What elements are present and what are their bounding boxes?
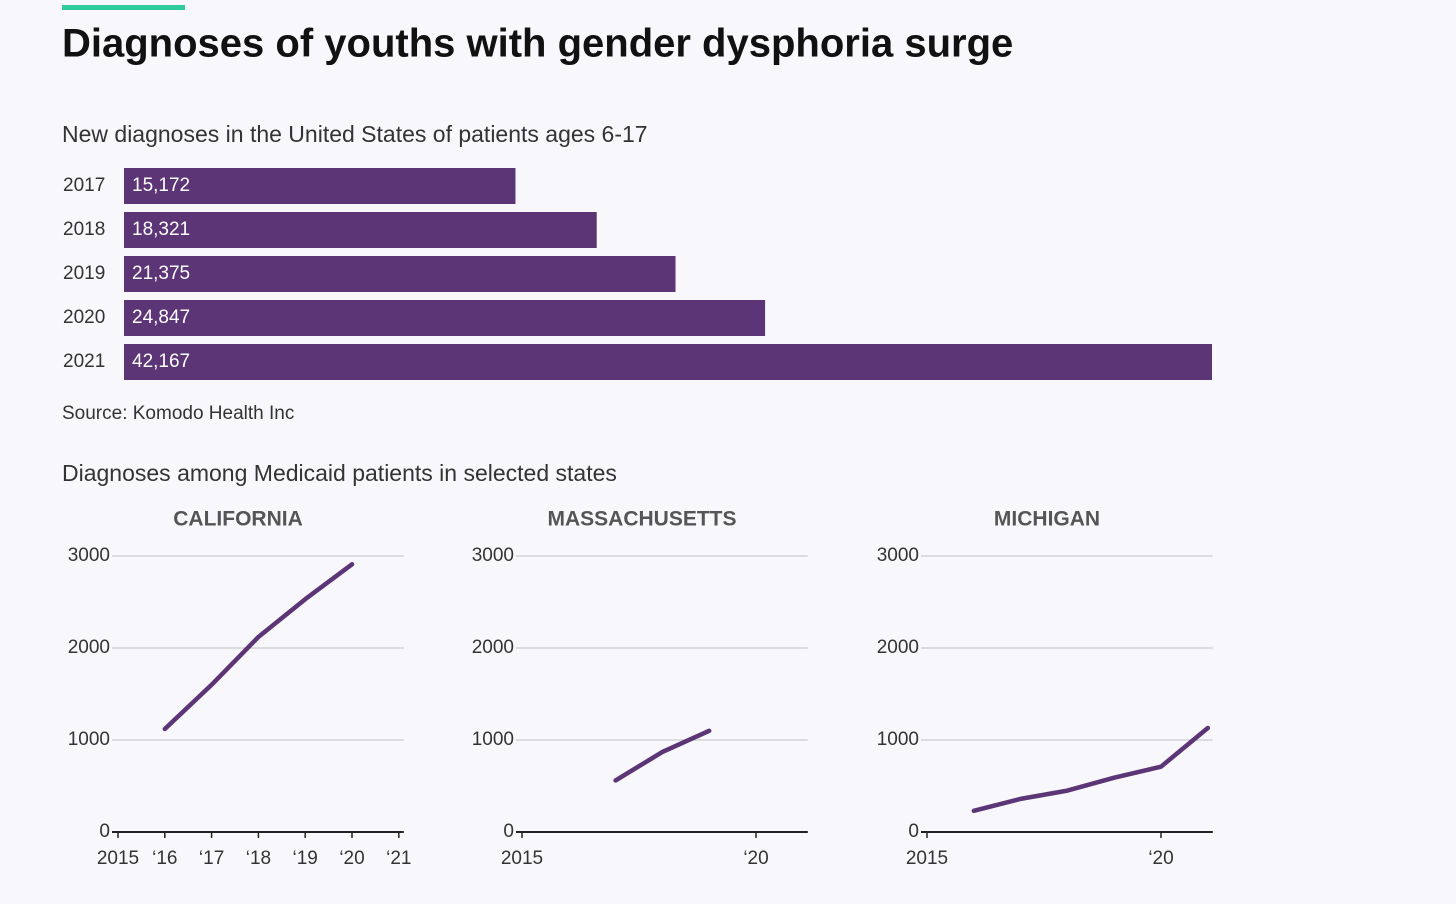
section-title: Diagnoses among Medicaid patients in sel… [62,460,617,486]
bar [124,212,597,248]
x-tick-label: ‘18 [246,848,271,869]
x-tick-label: ‘20 [1148,848,1173,869]
line [613,728,712,783]
line [162,562,355,732]
x-tick-label: ‘20 [743,848,768,869]
x-tick-label: 2015 [97,848,139,869]
category-label: 2020 [63,307,105,328]
source-note: Source: Komodo Health Inc [62,403,294,424]
x-tick-label: ‘21 [386,848,411,869]
x-tick-label: ‘16 [152,848,177,869]
value-label: 21,375 [132,263,190,284]
x-tick-label: ‘20 [339,848,364,869]
y-tick-label: 2000 [877,637,919,658]
y-tick-label: 3000 [877,545,919,566]
x-tick-label: 2015 [501,848,543,869]
y-tick-label: 0 [99,821,110,842]
category-label: 2019 [63,263,105,284]
x-tick-label: ‘19 [293,848,318,869]
line [971,725,1211,814]
x-tick-label: 2015 [906,848,948,869]
bar-chart-title: New diagnoses in the United States of pa… [62,121,648,147]
value-label: 24,847 [132,307,190,328]
y-tick-label: 0 [503,821,514,842]
value-label: 18,321 [132,219,190,240]
value-label: 15,172 [132,175,190,196]
value-label: 42,167 [132,351,190,372]
y-tick-label: 3000 [68,545,110,566]
category-label: 2021 [63,351,105,372]
y-tick-label: 1000 [877,729,919,750]
panel-title: CALIFORNIA [173,508,303,531]
x-tick-label: ‘17 [199,848,224,869]
category-label: 2018 [63,219,105,240]
y-tick-label: 0 [908,821,919,842]
bar [124,300,766,336]
panel-title: MICHIGAN [994,508,1100,531]
accent-bar [62,5,185,10]
y-tick-label: 2000 [472,637,514,658]
category-label: 2017 [63,175,105,196]
bar [124,256,676,292]
y-tick-label: 2000 [68,637,110,658]
y-tick-label: 1000 [472,729,514,750]
y-tick-label: 3000 [472,545,514,566]
bar [124,168,516,204]
y-tick-label: 1000 [68,729,110,750]
panel-title: MASSACHUSETTS [547,508,736,531]
bar [124,344,1212,380]
page-title: Diagnoses of youths with gender dysphori… [62,22,1013,66]
